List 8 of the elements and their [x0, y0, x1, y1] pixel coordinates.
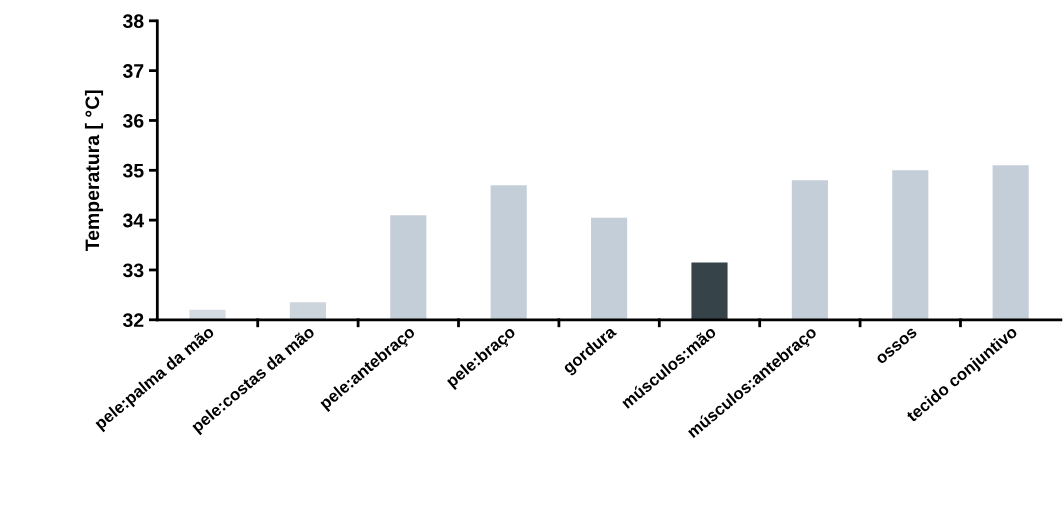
y-tick-label: 37 — [122, 64, 144, 78]
y-tick-label: 35 — [122, 163, 144, 178]
y-tick-label: 32 — [122, 313, 144, 328]
y-axis-title: Temperatura [ °C] — [84, 90, 104, 252]
y-tick-label: 34 — [122, 213, 145, 228]
y-tick-label: 38 — [122, 14, 144, 29]
y-tick-label: 33 — [122, 263, 144, 278]
y-tick-label: 36 — [122, 113, 144, 128]
